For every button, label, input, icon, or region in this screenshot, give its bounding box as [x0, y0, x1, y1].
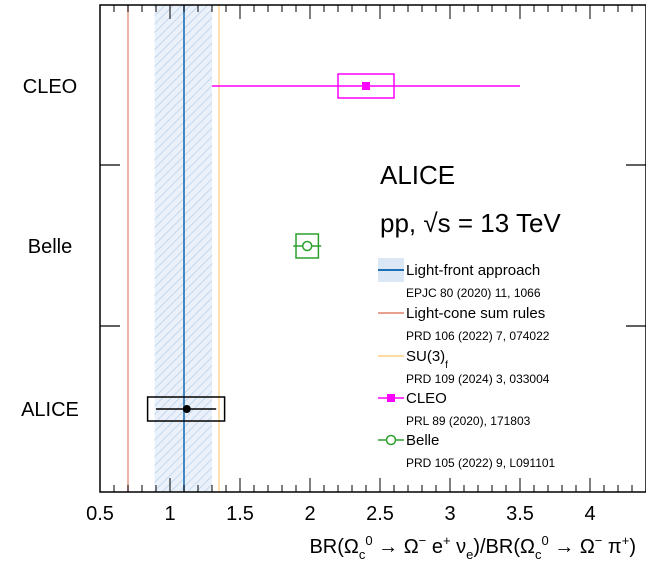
system-label: pp, √s = 13 TeV	[380, 208, 561, 238]
point-alice	[182, 405, 191, 413]
legend-label: Light-cone sum rules	[406, 305, 545, 322]
category-labels: CLEO Belle ALICE	[21, 76, 79, 421]
category-label-cleo: CLEO	[23, 76, 77, 98]
legend-marker-swatch	[387, 394, 395, 402]
x-axis-title-part: )/BR(Ω	[473, 536, 535, 558]
x-axis-title-part: c	[359, 547, 366, 562]
x-axis-title-part: +	[443, 533, 451, 548]
legend-light-front-approach: Light-front approach EPJC 80 (2020) 11, 1…	[378, 258, 541, 300]
legend-reference: EPJC 80 (2020) 11, 1066	[406, 286, 541, 300]
legend-reference: PRD 105 (2022) 9, L091101	[406, 456, 556, 470]
syst-box-cleo	[337, 73, 395, 99]
legend-marker-swatch	[385, 434, 397, 446]
legend-reference: PRD 109 (2024) 3, 033004	[406, 372, 550, 386]
x-tick-label: 4	[584, 503, 595, 525]
x-axis-title-part: 0	[365, 533, 372, 548]
x-tick-label: 2.5	[366, 503, 394, 525]
x-axis-title-part: −	[419, 533, 427, 548]
x-axis-title-part: BR(Ω	[309, 536, 358, 558]
plot-border	[99, 4, 646, 493]
experiment-label: ALICE	[380, 160, 455, 190]
legend-reference: PRD 106 (2022) 7, 074022	[406, 329, 550, 343]
legend-reference: PRL 89 (2020), 171803	[406, 414, 531, 428]
x-tick-label: 2	[304, 503, 315, 525]
x-axis: 0.5 1 1.5 2 2.5 3 3.5 4	[86, 5, 646, 525]
x-axis-title-part: → Ω	[373, 536, 419, 558]
legend-label: Belle	[406, 432, 439, 449]
legend-cleo: CLEO PRL 89 (2020), 171803	[378, 390, 531, 428]
legend-belle: Belle PRD 105 (2022) 9, L091101	[378, 432, 556, 470]
plot-frame	[99, 4, 646, 493]
point-cleo	[362, 82, 370, 90]
legend-label: CLEO	[406, 390, 447, 407]
x-axis-title-part: 0	[541, 533, 548, 548]
x-tick-label: 3	[444, 503, 455, 525]
x-axis-title: BR(Ωc0 → Ω− e+ νe)/BR(Ωc0 → Ω− π+)	[309, 533, 636, 562]
point-belle	[301, 240, 313, 252]
legend-label-subscript: f	[445, 360, 448, 371]
x-tick-label: 0.5	[86, 503, 114, 525]
legend-label: Light-front approach	[406, 262, 540, 279]
category-label-alice: ALICE	[21, 399, 79, 421]
x-axis-title-part: +	[622, 533, 630, 548]
x-tick-label: 3.5	[506, 503, 534, 525]
x-axis-title-part: e	[466, 547, 473, 562]
syst-box-belle	[295, 233, 320, 259]
x-axis-title-part: )	[629, 536, 636, 558]
x-axis-title-part: → Ω	[549, 536, 595, 558]
category-label-belle: Belle	[28, 236, 72, 258]
x-axis-title-part: −	[595, 533, 603, 548]
experiment-labels: ALICE pp, √s = 13 TeV	[380, 160, 561, 238]
x-axis-title-text: BR(Ωc0 → Ω− e+ νe)/BR(Ωc0 → Ω− π+)	[309, 533, 636, 562]
x-axis-title-part: π	[602, 536, 621, 558]
syst-box-alice	[146, 396, 226, 422]
measurements	[146, 73, 520, 422]
legend-light-cone-sum-rules: Light-cone sum rules PRD 106 (2022) 7, 07…	[378, 305, 550, 343]
x-axis-title-part: e	[426, 536, 443, 558]
x-tick-label: 1.5	[226, 503, 254, 525]
x-axis-title-part: c	[535, 547, 542, 562]
legend-label: SU(3)f	[406, 348, 448, 371]
x-axis-title-part: ν	[451, 536, 467, 558]
legend: Light-front approach EPJC 80 (2020) 11, 1…	[378, 258, 556, 470]
x-tick-label: 1	[164, 503, 175, 525]
